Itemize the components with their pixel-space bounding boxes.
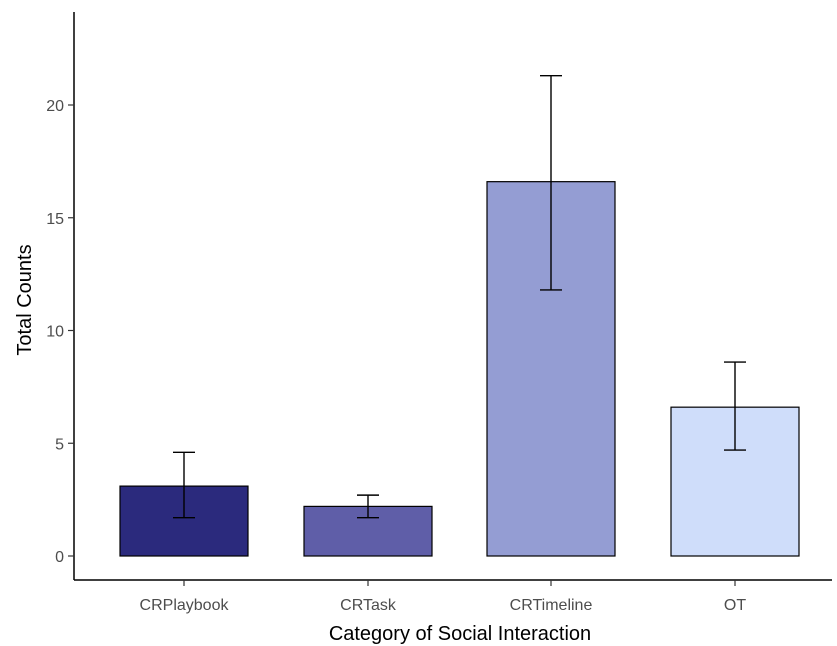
bars-group (119, 181, 800, 557)
x-axis-title: Category of Social Interaction (329, 623, 591, 645)
x-tick-label: CRTimeline (510, 597, 593, 614)
y-tick-label: 5 (55, 436, 64, 453)
y-axis-title: Total Counts (14, 244, 36, 355)
y-tick-label: 0 (55, 549, 64, 566)
y-tick-label: 15 (46, 211, 64, 228)
y-tick-label: 20 (46, 98, 64, 115)
x-tick-label: CRTask (340, 597, 397, 614)
x-axis-ticks: CRPlaybook CRTask CRTimeline OT (140, 580, 746, 614)
y-axis-ticks: 0 5 10 15 20 (46, 98, 74, 566)
y-tick-label: 10 (46, 324, 64, 341)
error-bars-group (173, 74, 746, 519)
x-tick-label: OT (724, 597, 746, 614)
x-tick-label: CRPlaybook (140, 597, 230, 614)
